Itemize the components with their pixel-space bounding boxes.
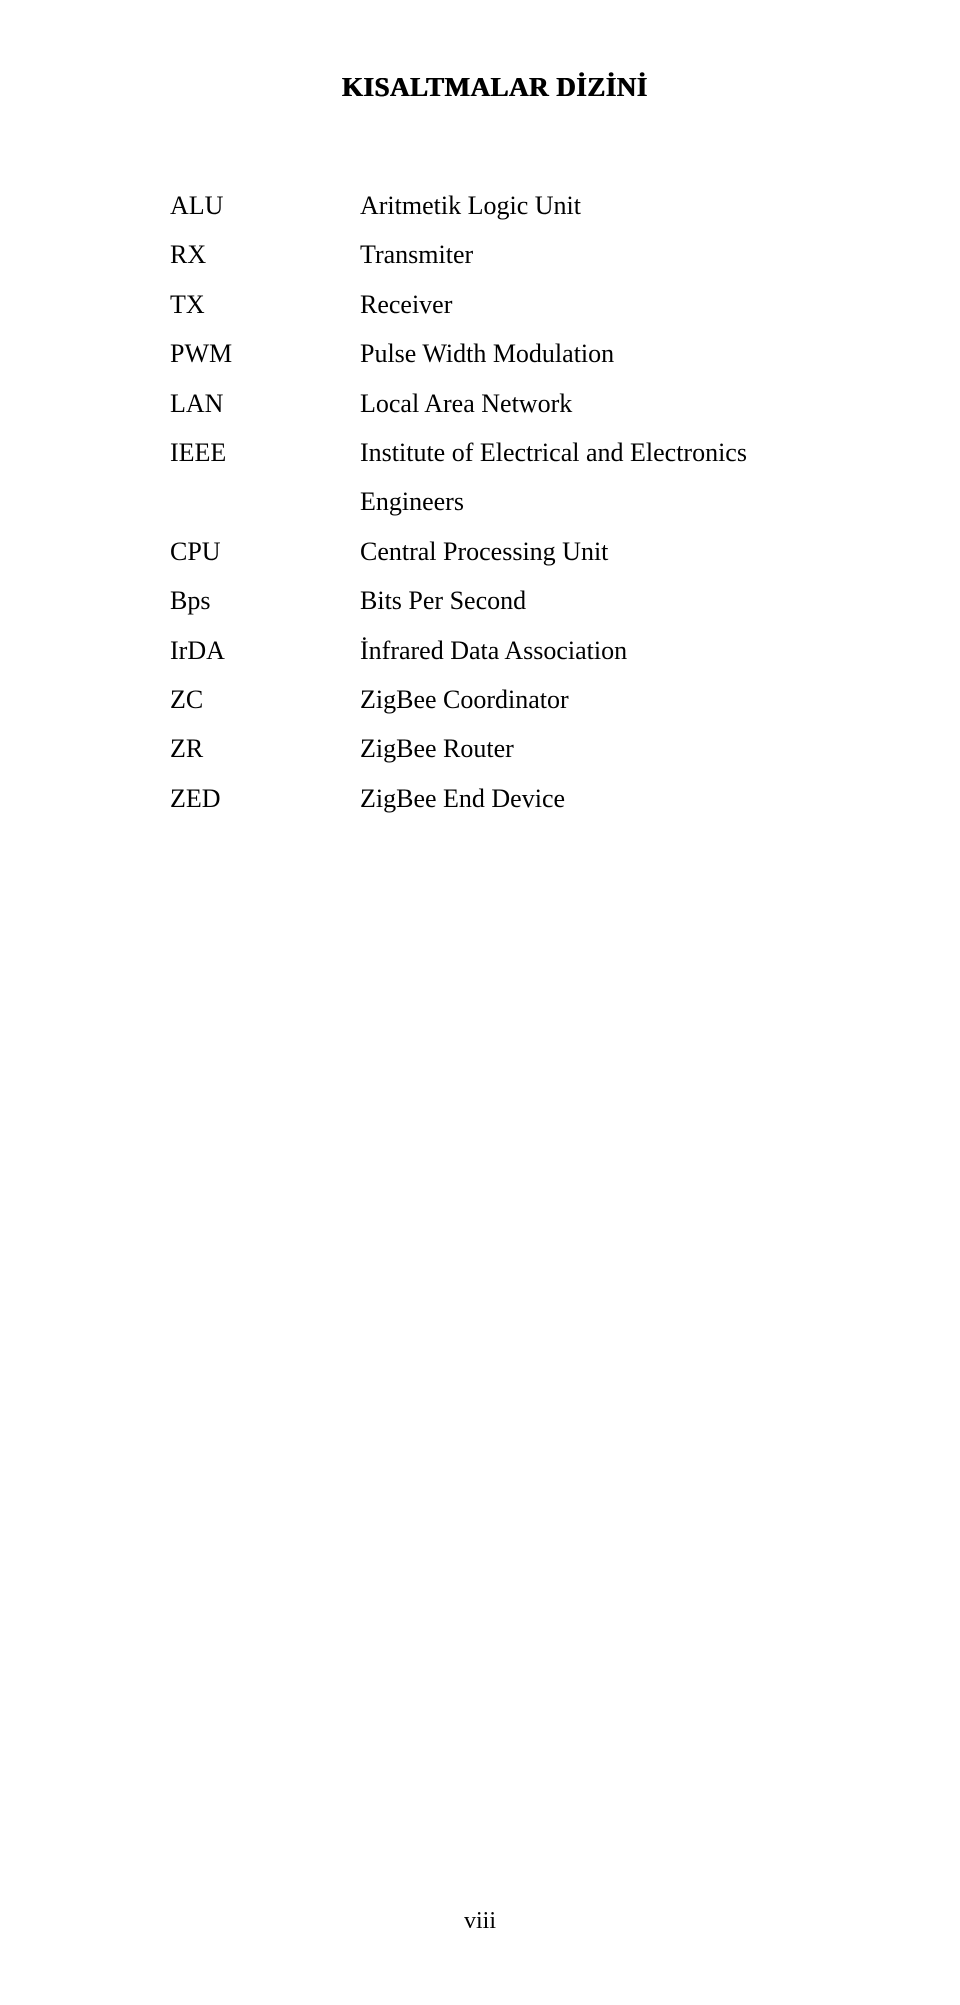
def-cell: ZigBee Router — [360, 724, 820, 773]
abbr-cell: IrDA — [170, 626, 360, 675]
document-page: KISALTMALAR DİZİNİ ALU Aritmetik Logic U… — [0, 0, 960, 2005]
list-item: PWM Pulse Width Modulation — [170, 329, 820, 378]
list-item: Bps Bits Per Second — [170, 576, 820, 625]
page-title: KISALTMALAR DİZİNİ — [170, 72, 820, 103]
page-number: viii — [0, 1908, 960, 1935]
list-item: CPU Central Processing Unit — [170, 527, 820, 576]
abbr-cell: IEEE — [170, 428, 360, 477]
list-item: LAN Local Area Network — [170, 379, 820, 428]
abbr-cell: ALU — [170, 181, 360, 230]
abbr-cell: ZR — [170, 724, 360, 773]
list-item: RX Transmiter — [170, 230, 820, 279]
abbr-cell: CPU — [170, 527, 360, 576]
def-cell: Pulse Width Modulation — [360, 329, 820, 378]
abbreviation-list: ALU Aritmetik Logic Unit RX Transmiter T… — [170, 181, 820, 823]
def-cell: ZigBee Coordinator — [360, 675, 820, 724]
def-cell: ZigBee End Device — [360, 774, 820, 823]
abbr-cell: RX — [170, 230, 360, 279]
list-item: ZC ZigBee Coordinator — [170, 675, 820, 724]
abbr-cell: LAN — [170, 379, 360, 428]
def-cell: İnfrared Data Association — [360, 626, 820, 675]
def-cell: Transmiter — [360, 230, 820, 279]
def-cell: Bits Per Second — [360, 576, 820, 625]
list-item: IrDA İnfrared Data Association — [170, 626, 820, 675]
list-item: IEEE Institute of Electrical and Electro… — [170, 428, 820, 527]
def-cell: Aritmetik Logic Unit — [360, 181, 820, 230]
list-item: TX Receiver — [170, 280, 820, 329]
def-cell: Receiver — [360, 280, 820, 329]
abbr-cell: TX — [170, 280, 360, 329]
list-item: ZED ZigBee End Device — [170, 774, 820, 823]
abbr-cell: PWM — [170, 329, 360, 378]
def-cell: Central Processing Unit — [360, 527, 820, 576]
abbr-cell: ZC — [170, 675, 360, 724]
abbr-cell: Bps — [170, 576, 360, 625]
def-cell: Local Area Network — [360, 379, 820, 428]
list-item: ZR ZigBee Router — [170, 724, 820, 773]
def-cell: Institute of Electrical and Electronics … — [360, 428, 820, 527]
list-item: ALU Aritmetik Logic Unit — [170, 181, 820, 230]
abbr-cell: ZED — [170, 774, 360, 823]
